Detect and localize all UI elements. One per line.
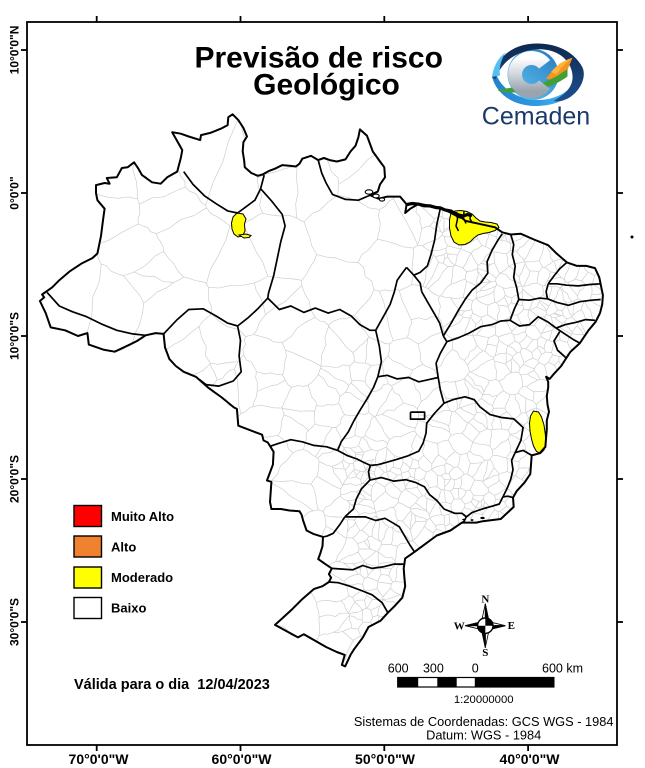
svg-text:Moderado: Moderado [111, 570, 173, 585]
svg-text:10°0'0"S: 10°0'0"S [8, 312, 22, 360]
svg-text:Sistemas de Coordenadas: GCS W: Sistemas de Coordenadas: GCS WGS - 1984 [354, 714, 614, 729]
svg-text:Geológico: Geológico [253, 69, 400, 102]
svg-text:Cemaden: Cemaden [482, 103, 590, 131]
svg-text:40°0'0"W: 40°0'0"W [500, 751, 561, 767]
svg-text:Alto: Alto [111, 540, 136, 555]
svg-text:70°0'0"W: 70°0'0"W [69, 751, 130, 767]
svg-text:N: N [481, 593, 489, 605]
svg-text:Datum: WGS - 1984: Datum: WGS - 1984 [426, 728, 541, 743]
svg-text:W: W [454, 621, 465, 633]
svg-text:Válida para o dia 12/04/2023: Válida para o dia 12/04/2023 [74, 677, 270, 693]
svg-text:60°0'0"W: 60°0'0"W [212, 751, 273, 767]
svg-text:50°0'0"W: 50°0'0"W [355, 751, 416, 767]
svg-text:10°0'0"N: 10°0'0"N [8, 26, 22, 75]
svg-text:S: S [482, 647, 488, 659]
svg-text:Previsão de risco: Previsão de risco [194, 42, 442, 75]
svg-text:1:20000000: 1:20000000 [454, 694, 514, 706]
svg-text:600: 600 [388, 662, 409, 676]
svg-text:20°0'0"S: 20°0'0"S [8, 455, 22, 503]
svg-text:Muito Alto: Muito Alto [111, 509, 174, 524]
svg-text:300: 300 [423, 662, 444, 676]
svg-text:0: 0 [472, 662, 479, 676]
svg-text:600 km: 600 km [542, 662, 583, 676]
svg-text:30°0'0"S: 30°0'0"S [8, 598, 22, 646]
svg-text:Baixo: Baixo [111, 601, 146, 616]
svg-text:0°0'0": 0°0'0" [8, 176, 22, 209]
svg-text:E: E [508, 620, 515, 632]
